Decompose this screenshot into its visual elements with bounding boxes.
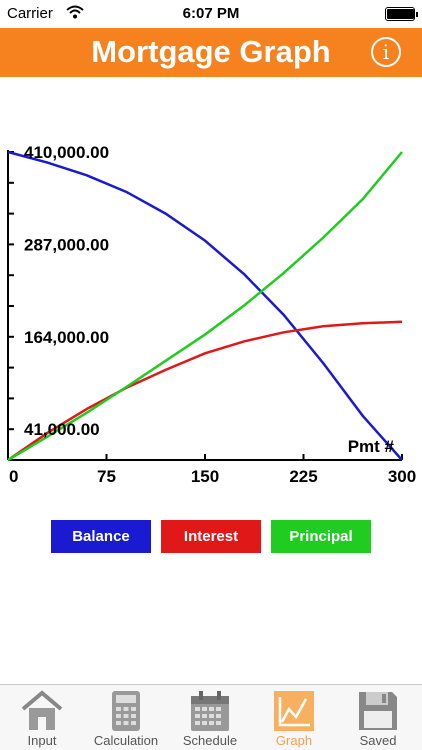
legend-principal-button[interactable]: Principal — [271, 520, 371, 553]
status-bar: Carrier 6:07 PM — [0, 0, 422, 28]
y-tick-label: 287,000.00 — [24, 235, 109, 254]
tab-saved[interactable]: Saved — [336, 685, 420, 750]
x-tick-label: 0 — [9, 467, 18, 486]
legend-balance-button[interactable]: Balance — [51, 520, 151, 553]
graph-icon — [274, 691, 314, 731]
x-tick-label: 225 — [289, 467, 317, 486]
house-icon — [21, 690, 63, 730]
tab-input-label: Input — [27, 733, 57, 748]
floppy-disk-icon — [359, 692, 397, 730]
calendar-icon — [191, 691, 229, 731]
x-axis-title: Pmt # — [348, 437, 395, 456]
tab-calculation-label: Calculation — [93, 733, 159, 748]
y-tick-label: 41,000.00 — [24, 420, 100, 439]
battery-icon — [385, 7, 418, 21]
y-tick-label: 410,000.00 — [24, 143, 109, 162]
wifi-icon — [66, 5, 84, 23]
tab-bar: Input Calculation Schedule — [0, 684, 422, 750]
tab-schedule-label: Schedule — [182, 733, 238, 748]
series-line-balance — [7, 150, 403, 461]
x-tick-label: 75 — [97, 467, 116, 486]
mortgage-line-chart: 0 75 150 225 300 41,000.00 164,000.00 287,000.0… — [7, 143, 416, 486]
nav-header: Mortgage Graph i — [0, 28, 422, 77]
tab-schedule[interactable]: Schedule — [168, 685, 252, 750]
carrier-label: Carrier — [7, 5, 53, 22]
info-button[interactable]: i — [371, 37, 401, 67]
tab-saved-label: Saved — [359, 733, 397, 748]
tab-graph-label: Graph — [275, 733, 313, 748]
x-tick-label: 300 — [388, 467, 416, 486]
tab-graph[interactable]: Graph — [252, 685, 336, 750]
legend-interest-button[interactable]: Interest — [161, 520, 261, 553]
tab-input[interactable]: Input — [0, 685, 84, 750]
y-tick-label: 164,000.00 — [24, 328, 109, 347]
status-time: 6:07 PM — [182, 5, 240, 22]
page-title: Mortgage Graph — [91, 34, 331, 69]
series-line-interest — [7, 320, 403, 462]
x-tick-label: 150 — [191, 467, 219, 486]
series-line-principal — [7, 151, 403, 462]
calculator-icon — [112, 691, 140, 731]
tab-calculation[interactable]: Calculation — [84, 685, 168, 750]
